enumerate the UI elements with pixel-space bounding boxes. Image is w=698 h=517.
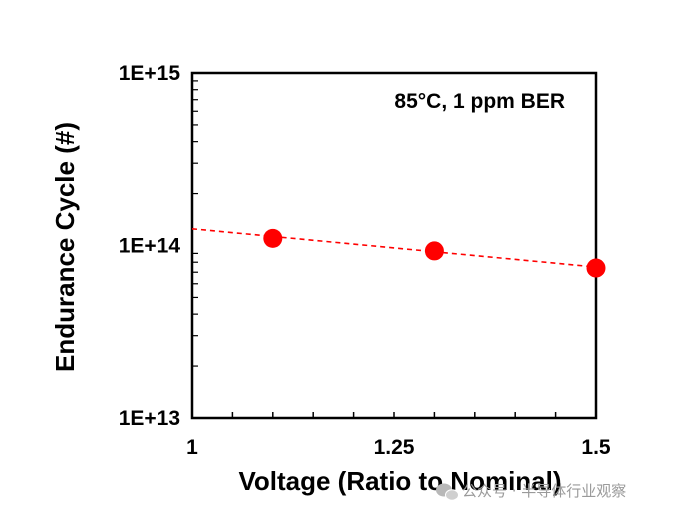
data-point xyxy=(263,228,283,248)
data-point xyxy=(424,241,444,261)
y-tick-label: 1E+13 xyxy=(119,407,180,430)
x-tick-label: 1 xyxy=(186,436,198,459)
trendline xyxy=(191,227,597,268)
x-tick-labels: 1 1.25 1.5 xyxy=(186,436,611,459)
x-minor-ticks xyxy=(231,412,557,418)
y-tick-label: 1E+15 xyxy=(119,62,181,85)
watermark-text: 公众号 · 半导体行业观察 xyxy=(462,482,626,500)
y-axis-label: Endurance Cycle (#) xyxy=(50,122,80,372)
data-point xyxy=(586,258,606,278)
plot-area xyxy=(190,71,606,420)
wechat-icon xyxy=(436,483,459,501)
y-tick-label: 1E+14 xyxy=(119,235,181,258)
y-tick-labels: 1E+13 1E+14 1E+15 xyxy=(119,62,181,430)
plot-frame xyxy=(190,71,598,420)
x-tick-label: 1.5 xyxy=(581,436,611,459)
trendline-layer xyxy=(191,227,597,268)
y-minor-ticks xyxy=(192,80,198,367)
data-points xyxy=(263,228,606,278)
chart-annotation: 85°C, 1 ppm BER xyxy=(394,90,565,113)
watermark: 公众号 · 半导体行业观察 xyxy=(436,482,626,501)
x-tick-label: 1.25 xyxy=(374,436,415,459)
x-axis-label: Voltage (Ratio to Nominal) xyxy=(238,466,561,496)
